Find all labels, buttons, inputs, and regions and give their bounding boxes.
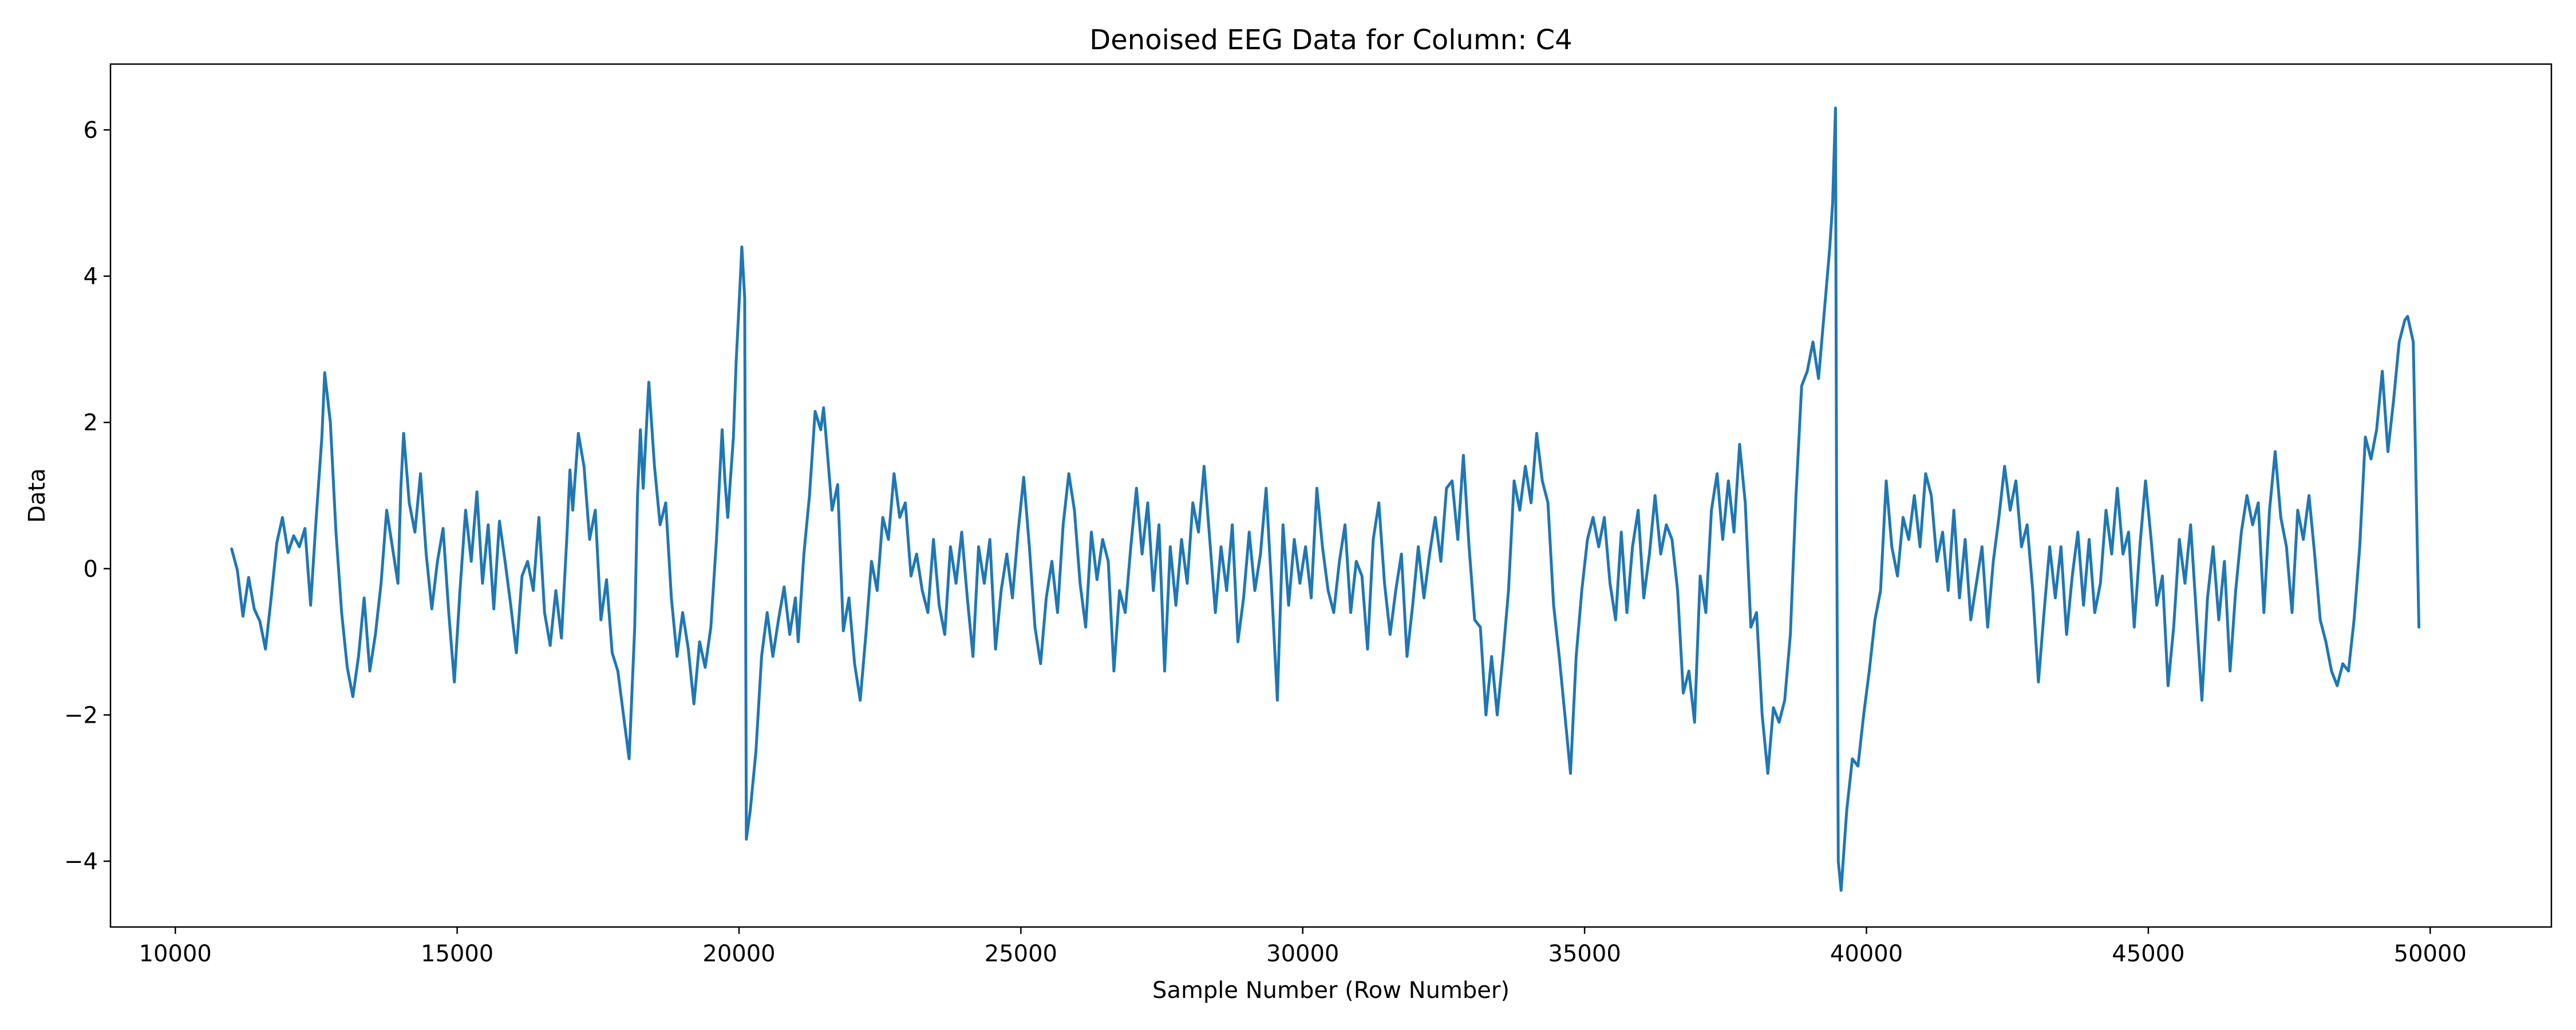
y-axis-label: Data	[24, 468, 50, 523]
x-tick-label: 30000	[1266, 941, 1339, 967]
y-tick-label: 2	[84, 410, 98, 436]
axes-frame	[109, 63, 2553, 928]
x-tick-label: 10000	[139, 941, 212, 967]
chart-title: Denoised EEG Data for Column: C4	[1089, 24, 1572, 56]
x-tick-label: 50000	[2394, 941, 2467, 967]
y-axis: −4 −2 0 2 4 6	[64, 117, 110, 875]
x-axis-label: Sample Number (Row Number)	[1152, 977, 1510, 1004]
x-tick-label: 20000	[702, 941, 775, 967]
plot-area	[230, 106, 2421, 892]
x-tick-label: 45000	[2112, 941, 2184, 967]
series-line-0	[230, 106, 2421, 892]
y-tick-label: 0	[84, 556, 98, 583]
y-tick-label: 6	[84, 117, 98, 144]
x-tick-label: 35000	[1548, 941, 1621, 967]
y-tick-label: −2	[64, 702, 98, 728]
x-tick-label: 15000	[421, 941, 493, 967]
x-tick-label: 40000	[1830, 941, 1903, 967]
y-tick-label: 4	[84, 264, 98, 290]
x-tick-label: 25000	[985, 941, 1057, 967]
x-axis: 10000 15000 20000 25000 30000 35000 40000 45000…	[139, 927, 2467, 967]
y-tick-label: −4	[64, 849, 98, 875]
